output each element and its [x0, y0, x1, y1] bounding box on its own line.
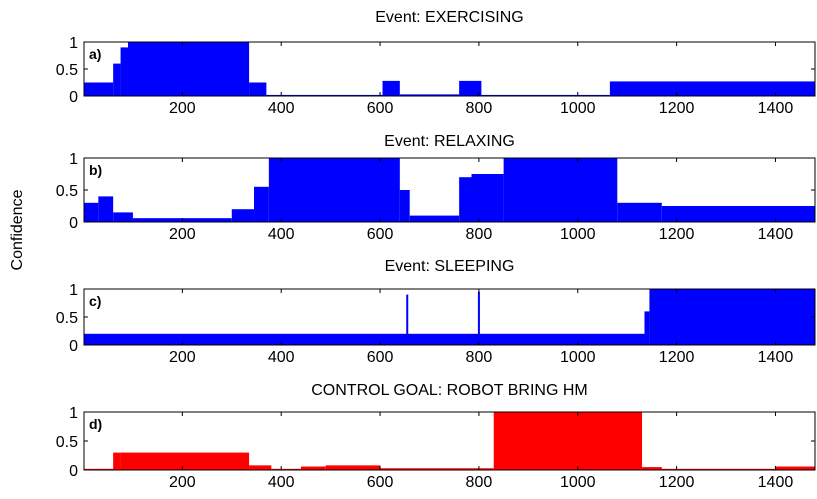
x-tick-label: 1200 — [659, 100, 695, 117]
data-bar-segment — [84, 468, 114, 470]
x-tick-label: 400 — [268, 474, 295, 491]
panel-title: Event: SLEEPING — [385, 258, 515, 275]
x-tick-label: 1400 — [758, 349, 794, 366]
data-bar-segment — [617, 202, 662, 222]
data-bar-segment — [325, 465, 381, 470]
data-bar-segment — [84, 202, 99, 222]
data-bar-segment — [382, 80, 400, 96]
data-bar-segment — [481, 94, 610, 96]
y-tick-label: 0 — [69, 338, 78, 355]
data-bar-segment — [127, 42, 250, 96]
x-tick-label: 600 — [367, 100, 394, 117]
data-bar-segment — [775, 466, 815, 470]
y-axis-label: Confidence — [9, 189, 26, 270]
x-tick-label: 600 — [367, 474, 394, 491]
panel-label: d) — [89, 416, 102, 432]
x-tick-label: 1000 — [560, 349, 596, 366]
data-bar-segment — [113, 63, 121, 96]
y-tick-label: 0 — [69, 463, 78, 480]
x-tick-label: 1200 — [659, 349, 695, 366]
x-tick-label: 200 — [169, 100, 196, 117]
data-bar-segment — [249, 465, 272, 470]
y-tick-label: 0 — [69, 215, 78, 232]
x-tick-label: 400 — [268, 100, 295, 117]
data-bar-segment — [120, 452, 250, 470]
data-bar-segment — [503, 158, 618, 222]
data-bar-segment — [459, 80, 482, 96]
data-bar-segment — [113, 212, 133, 222]
panel-3: Event: SLEEPING 200 400 600 800 1000 1200 1400 0… — [56, 258, 816, 366]
x-tick-label: 200 — [169, 226, 196, 243]
x-tick-label: 1200 — [659, 474, 695, 491]
y-tick-label: 0.5 — [56, 434, 78, 451]
panel-title: Event: EXERCISING — [375, 9, 524, 26]
x-tick-label: 400 — [268, 349, 295, 366]
data-bar-segment — [471, 174, 504, 222]
y-tick-label: 0 — [69, 89, 78, 106]
x-tick-label: 1200 — [659, 226, 695, 243]
y-tick-label: 0.5 — [56, 183, 78, 200]
panel-title: CONTROL GOAL: ROBOT BRING HM — [311, 382, 587, 399]
y-tick-label: 0.5 — [56, 310, 78, 327]
data-bar-segment — [644, 311, 650, 345]
data-bar-segment — [399, 190, 410, 222]
x-tick-label: 600 — [367, 226, 394, 243]
data-bar-segment — [120, 47, 128, 96]
data-bar-segment — [84, 82, 114, 96]
data-bar-segment — [268, 158, 400, 222]
data-bar-segment — [409, 215, 460, 222]
x-tick-label: 800 — [466, 100, 493, 117]
y-tick-label: 1 — [69, 151, 78, 168]
data-bar-segment — [493, 412, 643, 470]
x-tick-label: 200 — [169, 474, 196, 491]
data-bar-segment — [254, 186, 269, 222]
data-bar-segment — [113, 452, 121, 470]
data-bar-segment — [649, 289, 815, 345]
data-bar-segment — [459, 177, 472, 222]
data-bar-segment — [399, 94, 460, 96]
data-bar-segment — [231, 209, 255, 222]
data-bar-segment — [249, 82, 267, 96]
panel-label: b) — [89, 162, 102, 178]
x-tick-label: 1400 — [758, 100, 794, 117]
data-bar-segment — [661, 468, 776, 470]
data-bar-segment — [661, 206, 815, 222]
x-tick-label: 1000 — [560, 100, 596, 117]
x-tick-label: 800 — [466, 349, 493, 366]
x-tick-label: 400 — [268, 226, 295, 243]
data-bar-segment — [84, 333, 645, 345]
y-tick-label: 1 — [69, 282, 78, 299]
x-tick-label: 200 — [169, 349, 196, 366]
y-tick-label: 1 — [69, 35, 78, 52]
panel-1: Event: EXERCISING 200 400 600 800 1000 1200 140… — [56, 9, 816, 117]
x-tick-label: 600 — [367, 349, 394, 366]
panel-label: a) — [89, 46, 101, 62]
x-tick-label: 1400 — [758, 474, 794, 491]
x-tick-label: 800 — [466, 226, 493, 243]
data-bar-segment — [609, 81, 815, 96]
x-tick-label: 1400 — [758, 226, 794, 243]
data-bar-segment — [266, 94, 383, 96]
y-tick-label: 1 — [69, 405, 78, 422]
x-tick-label: 800 — [466, 474, 493, 491]
data-bar-segment — [380, 468, 494, 470]
data-bar-segment — [98, 196, 114, 222]
x-tick-label: 1000 — [560, 474, 596, 491]
y-tick-label: 0.5 — [56, 62, 78, 79]
panel-4: CONTROL GOAL: ROBOT BRING HM 200 400 600 800… — [56, 382, 816, 491]
data-bar-segment — [642, 467, 662, 470]
data-bar-segment — [271, 468, 301, 470]
panel-label: c) — [89, 293, 101, 309]
x-tick-label: 1000 — [560, 226, 596, 243]
panel-2: Event: RELAXING 200 400 600 800 1000 1200 1400 0… — [56, 133, 816, 243]
panel-title: Event: RELAXING — [384, 133, 515, 150]
data-bar-segment — [300, 466, 326, 470]
